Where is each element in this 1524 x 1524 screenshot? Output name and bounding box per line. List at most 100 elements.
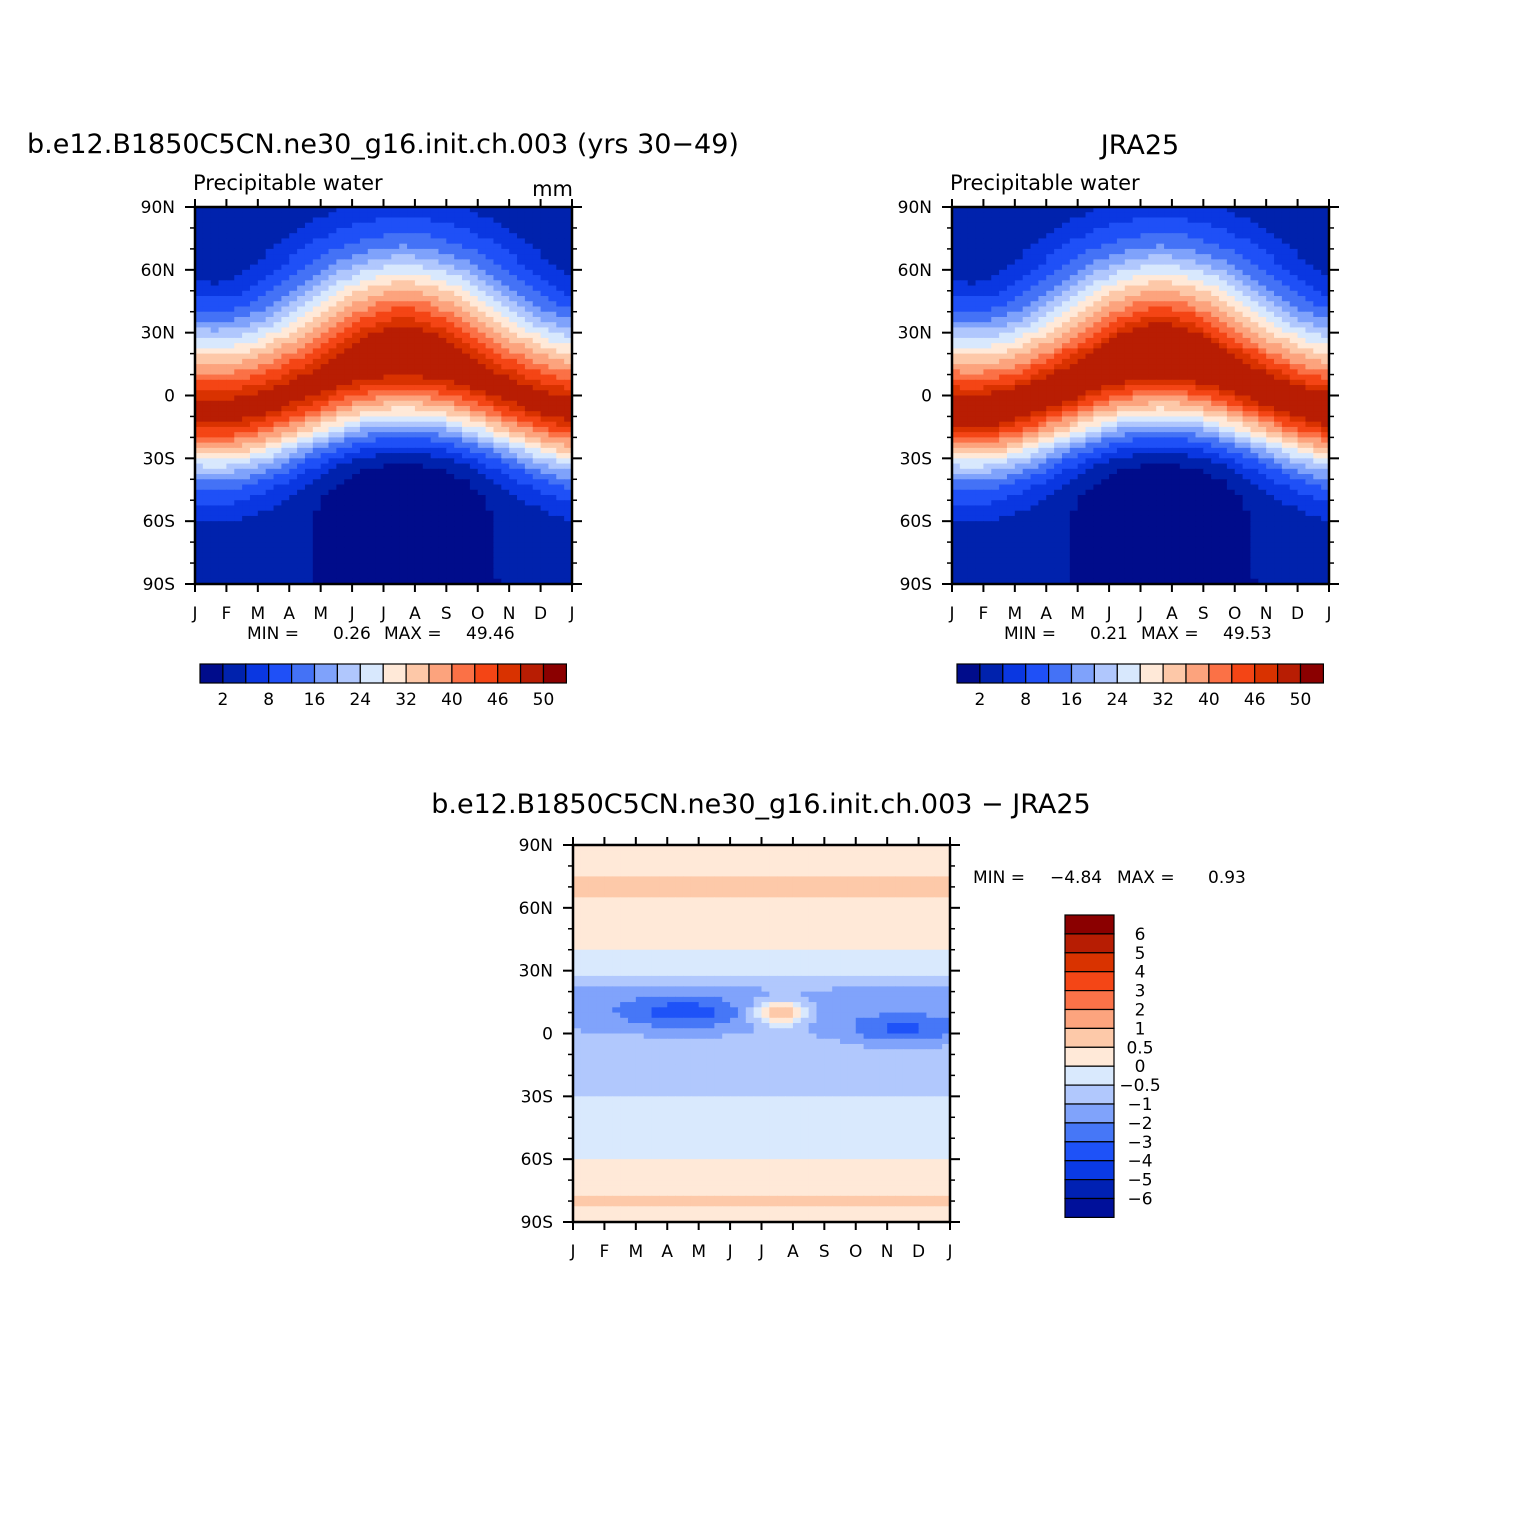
contour-cell <box>548 500 557 507</box>
contour-cell <box>407 479 416 486</box>
contour-cell <box>462 531 471 538</box>
contour-cell <box>1069 337 1079 344</box>
contour-cell <box>1187 233 1197 240</box>
contour-cell <box>328 390 337 397</box>
contour-cell <box>257 573 267 580</box>
contour-cell <box>485 400 495 407</box>
contour-cell <box>281 212 290 219</box>
contour-cell <box>1226 207 1236 213</box>
contour-cell <box>983 353 992 360</box>
contour-cell <box>407 264 416 271</box>
contour-cell <box>462 510 471 517</box>
contour-cell <box>281 301 290 308</box>
contour-cell <box>517 557 526 564</box>
contour-cell <box>1219 343 1228 349</box>
contour-cell <box>1266 332 1275 339</box>
contour-cell <box>540 463 550 470</box>
contour-cell <box>312 369 322 376</box>
contour-cell <box>210 280 220 287</box>
contour-cell <box>532 515 542 522</box>
contour-cell <box>336 463 345 470</box>
contour-cell <box>540 426 550 433</box>
contour-cell <box>414 442 424 449</box>
contour-cell <box>289 269 298 276</box>
contour-cell <box>383 290 392 297</box>
contour-cell <box>304 364 314 370</box>
contour-cell <box>1061 301 1071 308</box>
contour-cell <box>564 322 572 329</box>
contour-cell <box>1156 269 1165 276</box>
contour-cell <box>446 343 455 349</box>
contour-cell <box>407 500 416 507</box>
contour-cell <box>249 515 259 522</box>
contour-cell <box>1046 217 1055 224</box>
contour-cell <box>344 437 353 444</box>
contour-cell <box>312 227 322 234</box>
contour-cell <box>320 526 330 533</box>
contour-cell <box>249 348 259 355</box>
contour-cell <box>430 531 440 538</box>
contour-cell <box>1022 227 1032 234</box>
contour-cell <box>1132 343 1142 349</box>
contour-cell <box>344 515 353 522</box>
contour-cell <box>375 254 385 260</box>
contour-cell <box>952 337 961 344</box>
contour-cell <box>1179 353 1189 360</box>
contour-cell <box>564 484 572 491</box>
contour-cell <box>289 442 298 449</box>
contour-cell <box>414 421 424 428</box>
contour-cell <box>430 568 440 575</box>
contour-cell <box>304 248 314 255</box>
contour-cell <box>446 264 455 271</box>
contour-cell <box>1258 264 1267 271</box>
contour-cell <box>297 369 306 376</box>
contour-cell <box>422 358 432 365</box>
contour-cell <box>469 316 479 323</box>
contour-cell <box>556 510 565 517</box>
contour-cell <box>336 316 345 323</box>
contour-cell <box>422 233 432 240</box>
x-tick-label: M <box>250 604 265 624</box>
contour-cell <box>1069 207 1079 213</box>
contour-cell <box>438 568 447 575</box>
contour-cell <box>304 442 314 449</box>
contour-cell <box>1156 301 1165 308</box>
contour-cell <box>462 285 471 292</box>
contour-cell <box>493 510 502 517</box>
contour-cell <box>352 364 361 370</box>
contour-cell <box>195 453 204 459</box>
contour-cell <box>430 405 440 412</box>
contour-cell <box>1289 259 1299 266</box>
contour-cell <box>462 280 471 287</box>
contour-cell <box>1014 280 1024 287</box>
contour-cell <box>548 411 557 418</box>
contour-cell <box>249 421 259 428</box>
contour-cell <box>273 296 282 302</box>
contour-cell <box>517 301 526 308</box>
contour-cell <box>336 405 345 412</box>
contour-cell <box>564 463 572 470</box>
contour-cell <box>367 379 377 386</box>
contour-cell <box>462 411 471 418</box>
contour-cell <box>210 437 220 444</box>
contour-cell <box>556 311 565 318</box>
contour-cell <box>265 212 275 219</box>
contour-cell <box>257 259 267 266</box>
contour-cell <box>1305 207 1314 213</box>
contour-cell <box>509 568 518 575</box>
x-tick-label: J <box>349 604 355 624</box>
contour-cell <box>477 395 487 402</box>
contour-cell <box>375 390 385 397</box>
contour-cell <box>509 395 518 402</box>
contour-cell <box>265 484 275 491</box>
contour-cell <box>1274 343 1283 349</box>
colorbar-label: 8 <box>263 690 274 710</box>
contour-cell <box>242 212 251 219</box>
contour-cell <box>375 343 385 349</box>
contour-cell <box>281 500 290 507</box>
contour-cell <box>218 547 228 554</box>
contour-cell <box>501 322 510 329</box>
contour-cell <box>493 547 502 554</box>
contour-cell <box>367 405 377 412</box>
contour-cell <box>1219 311 1228 318</box>
